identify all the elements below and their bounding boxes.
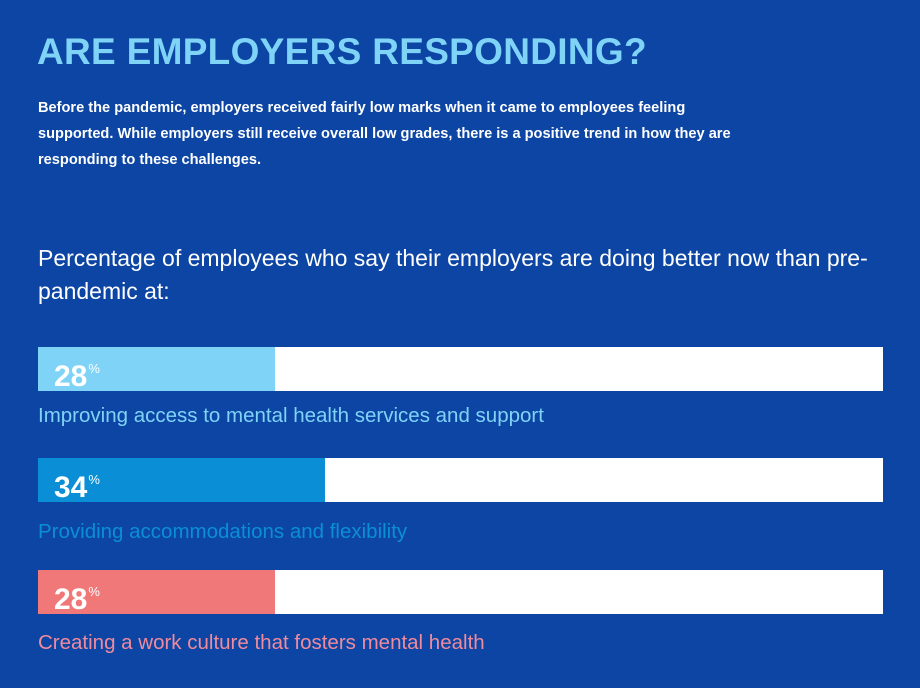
bar-track: 28% — [38, 570, 883, 616]
bar-track: 28% — [38, 347, 883, 393]
bar — [38, 458, 326, 502]
category-label: Providing accommodations and flexibility — [38, 520, 408, 543]
bar-value-label: 28% — [54, 353, 100, 393]
bar-value-label: 34% — [54, 464, 100, 504]
bar-value-unit: % — [88, 584, 100, 599]
bar-value-label: 28% — [54, 576, 100, 616]
bar — [38, 347, 275, 391]
chart-title: Percentage of employees who say their em… — [38, 245, 868, 304]
category-label: Creating a work culture that fosters men… — [38, 631, 485, 654]
bar-value-unit: % — [88, 472, 100, 487]
bar-value-number: 28 — [54, 583, 88, 616]
bar-value-number: 28 — [54, 360, 88, 393]
intro-paragraph: Before the pandemic, employers received … — [38, 100, 731, 168]
category-label: Improving access to mental health servic… — [38, 404, 544, 427]
page-title: ARE EMPLOYERS RESPONDING? — [37, 31, 647, 72]
bar — [38, 570, 275, 614]
bar-track: 34% — [38, 458, 883, 504]
bar-value-unit: % — [88, 361, 100, 376]
bar-value-number: 34 — [54, 471, 88, 504]
